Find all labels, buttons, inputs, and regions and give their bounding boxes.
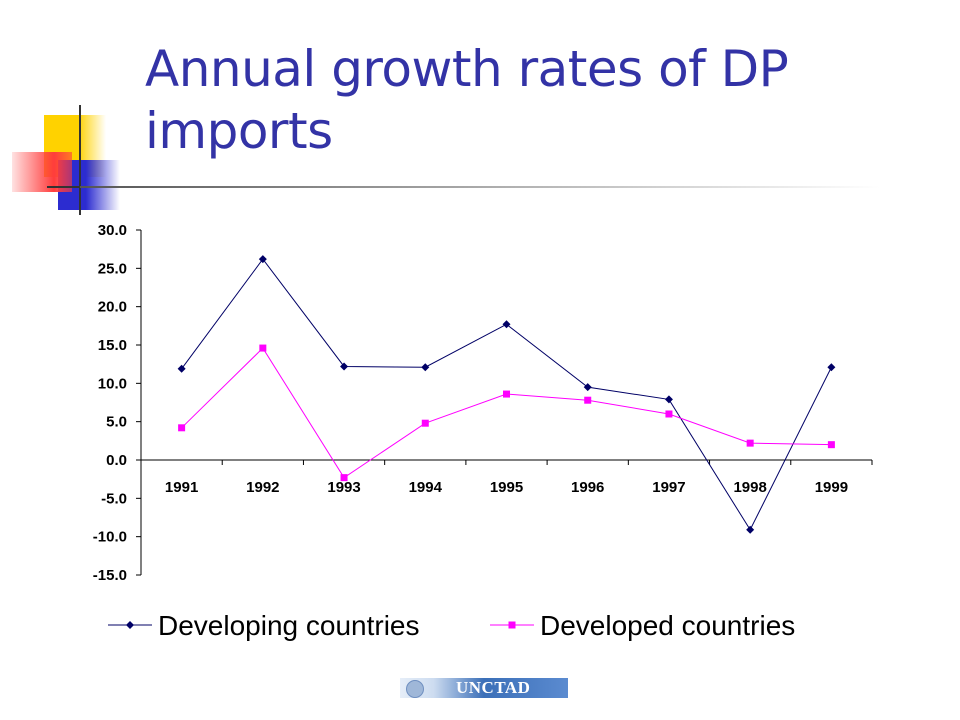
- data-point-developed: [259, 344, 267, 352]
- y-tick-label: 0.0: [106, 452, 127, 469]
- red-square-decoration: [12, 152, 72, 192]
- x-tick-label: 1998: [733, 479, 766, 496]
- y-tick-label: 20.0: [98, 299, 127, 316]
- data-point-developing: [746, 525, 755, 534]
- series-line-2: [181, 347, 832, 479]
- x-tick-label: 1992: [246, 479, 279, 496]
- x-tick-label: 1999: [815, 479, 848, 496]
- legend-label-2: Developed countries: [540, 610, 795, 641]
- data-point-developed: [827, 441, 835, 449]
- y-tick-label: 30.0: [98, 222, 127, 239]
- title-underline: [80, 186, 880, 188]
- data-point-developing: [664, 395, 673, 404]
- un-emblem-icon: [406, 680, 424, 698]
- data-point-developing: [421, 363, 430, 372]
- data-point-developing: [258, 255, 267, 264]
- data-point-developing: [340, 362, 349, 371]
- data-point-developing: [583, 383, 592, 392]
- legend-marker-developing: [126, 621, 134, 629]
- data-point-developing: [177, 364, 186, 373]
- x-tick-label: 1994: [409, 479, 443, 496]
- data-point-developed: [178, 424, 186, 432]
- x-tick-label: 1991: [165, 479, 198, 496]
- data-point-developed: [340, 474, 348, 482]
- y-tick-label: -10.0: [93, 529, 127, 546]
- legend-marker-developed: [508, 621, 516, 629]
- legend-label-1: Developing countries: [158, 610, 420, 641]
- corner-decoration: [0, 0, 140, 220]
- data-point-developed: [746, 439, 754, 447]
- unctad-logo: UNCTAD: [400, 678, 568, 698]
- data-point-developed: [665, 410, 673, 418]
- x-tick-label: 1997: [652, 479, 685, 496]
- y-tick-label: -5.0: [101, 490, 127, 507]
- x-tick-label: 1996: [571, 479, 604, 496]
- y-tick-label: 25.0: [98, 260, 127, 277]
- vertical-rule-decoration: [79, 105, 81, 215]
- x-tick-label: 1993: [327, 479, 360, 496]
- logo-text: UNCTAD: [456, 678, 531, 697]
- data-point-developing: [827, 363, 836, 372]
- y-tick-label: 15.0: [98, 337, 127, 354]
- data-point-developed: [421, 419, 429, 427]
- data-point-developed: [584, 396, 592, 404]
- data-point-developing: [502, 320, 511, 329]
- y-tick-label: 5.0: [106, 414, 127, 431]
- data-point-developed: [503, 390, 510, 398]
- y-tick-label: 10.0: [98, 375, 127, 392]
- y-tick-label: -15.0: [93, 567, 127, 584]
- x-tick-label: 1995: [490, 479, 523, 496]
- slide-title: Annual growth rates of DP imports: [145, 40, 789, 160]
